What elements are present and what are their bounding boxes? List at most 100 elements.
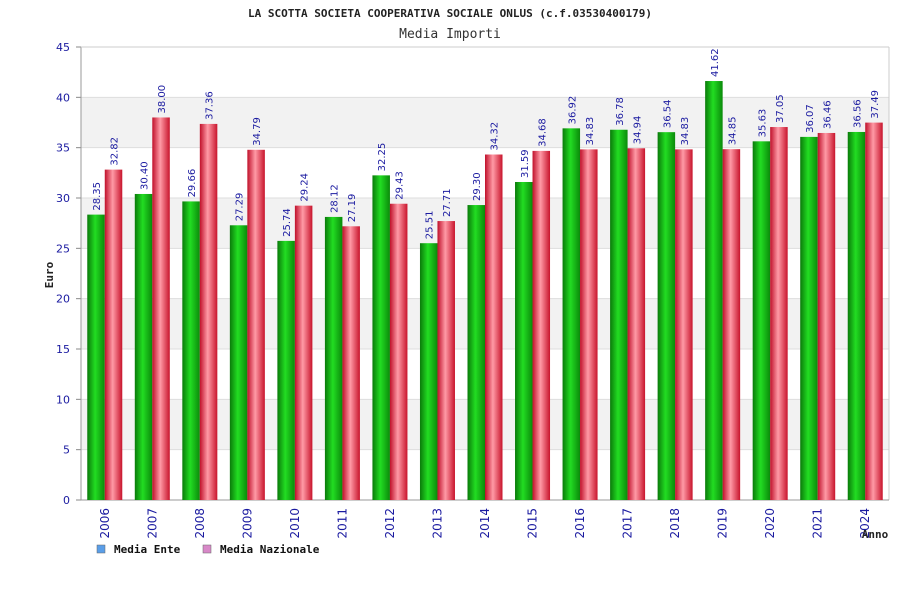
data-label-media-ente-2011: 28.12 xyxy=(330,184,341,213)
bar-media-ente-2019 xyxy=(705,81,723,500)
data-label-media-nazionale-2017: 34.94 xyxy=(632,116,643,145)
bar-media-ente-2024 xyxy=(847,131,866,501)
data-label-media-nazionale-2021: 36.46 xyxy=(822,100,833,129)
bar-media-ente-2020 xyxy=(752,141,771,501)
data-label-media-nazionale-2018: 34.83 xyxy=(680,117,691,146)
x-tick-label-2006: 2006 xyxy=(98,508,112,539)
x-tick-label-2017: 2017 xyxy=(621,508,635,539)
legend-swatch-media-ente xyxy=(96,544,106,554)
x-tick-label-2015: 2015 xyxy=(526,508,540,539)
data-label-media-nazionale-2013: 27.71 xyxy=(442,188,453,217)
y-tick-label: 35 xyxy=(56,142,70,155)
legend-label-media-ente: Media Ente xyxy=(114,543,181,556)
x-axis-label: Anno xyxy=(862,528,889,541)
bar-media-ente-2018 xyxy=(657,132,676,500)
data-label-media-nazionale-2011: 27.19 xyxy=(347,194,358,223)
y-tick-label: 5 xyxy=(63,444,70,457)
bar-media-nazionale-2017 xyxy=(627,148,646,500)
data-label-media-nazionale-2019: 34.85 xyxy=(727,117,738,146)
y-tick-label: 0 xyxy=(63,494,70,507)
bar-media-nazionale-2009 xyxy=(247,149,265,500)
data-label-media-nazionale-2015: 34.68 xyxy=(537,118,548,147)
legend-swatch-media-nazionale xyxy=(202,544,212,554)
chart-title: LA SCOTTA SOCIETA COOPERATIVA SOCIALE ON… xyxy=(248,7,652,20)
y-tick-label: 20 xyxy=(56,293,70,306)
bar-media-nazionale-2016 xyxy=(580,149,598,501)
x-tick-label-2011: 2011 xyxy=(335,508,349,539)
bar-media-nazionale-2008 xyxy=(199,123,218,500)
bar-media-ente-2015 xyxy=(515,181,533,500)
bar-media-ente-2011 xyxy=(324,216,343,500)
bar-media-ente-2021 xyxy=(800,136,818,501)
bar-media-ente-2009 xyxy=(229,225,248,500)
bar-media-nazionale-2019 xyxy=(722,149,741,500)
data-label-media-nazionale-2012: 29.43 xyxy=(395,171,406,200)
data-label-media-ente-2008: 29.66 xyxy=(187,169,198,198)
data-label-media-ente-2012: 32.25 xyxy=(377,143,388,172)
x-tick-label-2018: 2018 xyxy=(668,508,682,539)
data-label-media-ente-2009: 27.29 xyxy=(235,193,246,222)
x-tick-label-2013: 2013 xyxy=(430,508,444,539)
data-label-media-ente-2016: 36.92 xyxy=(567,96,578,125)
data-label-media-nazionale-2020: 37.05 xyxy=(775,94,786,123)
data-label-media-ente-2021: 36.07 xyxy=(805,104,816,133)
y-tick-label: 30 xyxy=(56,192,70,205)
y-tick-label: 40 xyxy=(56,91,70,104)
x-tick-label-2020: 2020 xyxy=(763,508,777,539)
bar-media-nazionale-2011 xyxy=(342,226,360,500)
data-label-media-nazionale-2006: 32.82 xyxy=(110,137,121,166)
bar-media-nazionale-2013 xyxy=(437,221,455,500)
bar-media-nazionale-2018 xyxy=(675,149,693,501)
y-tick-label: 25 xyxy=(56,242,70,255)
y-tick-label: 45 xyxy=(56,41,70,54)
plot-area: 0 5 10 15 20 25 30 35 40 45 28.35 32.82 2006 30.40 38.… xyxy=(56,41,890,539)
bar-media-nazionale-2007 xyxy=(152,117,170,500)
bar-media-ente-2007 xyxy=(134,193,153,500)
y-tick-label: 15 xyxy=(56,343,70,356)
bar-media-ente-2014 xyxy=(467,205,485,500)
data-label-media-ente-2015: 31.59 xyxy=(520,149,531,178)
data-label-media-ente-2010: 25.74 xyxy=(282,208,293,237)
data-label-media-nazionale-2010: 29.24 xyxy=(300,173,311,202)
bar-media-ente-2006 xyxy=(87,214,105,501)
bar-media-nazionale-2014 xyxy=(485,154,503,500)
x-tick-label-2016: 2016 xyxy=(573,508,587,539)
bar-media-nazionale-2012 xyxy=(389,203,408,500)
bar-media-ente-2013 xyxy=(419,243,438,500)
x-tick-label-2024: 2024 xyxy=(858,508,872,539)
data-label-media-ente-2014: 29.30 xyxy=(472,172,483,201)
bar-media-ente-2016 xyxy=(562,128,581,500)
x-tick-label-2019: 2019 xyxy=(716,508,730,539)
x-tick-label-2008: 2008 xyxy=(193,508,207,539)
bar-media-ente-2012 xyxy=(372,175,390,500)
data-label-media-nazionale-2008: 37.36 xyxy=(205,91,216,120)
data-label-media-ente-2019: 41.62 xyxy=(710,48,721,77)
data-label-media-nazionale-2007: 38.00 xyxy=(157,85,168,114)
bar-media-ente-2010 xyxy=(277,240,295,500)
legend: Media Ente Media Nazionale xyxy=(96,543,320,556)
data-label-media-ente-2024: 36.56 xyxy=(852,99,863,128)
y-axis-label: Euro xyxy=(43,261,56,288)
bar-media-nazionale-2020 xyxy=(770,127,788,500)
data-label-media-nazionale-2024: 37.49 xyxy=(870,90,881,119)
x-tick-label-2014: 2014 xyxy=(478,508,492,539)
chart-subtitle: Media Importi xyxy=(399,27,501,42)
data-label-media-nazionale-2009: 34.79 xyxy=(252,117,263,146)
bar-media-nazionale-2006 xyxy=(104,169,123,500)
bar-media-nazionale-2015 xyxy=(532,150,551,500)
bar-media-nazionale-2024 xyxy=(865,122,883,500)
x-tick-label-2009: 2009 xyxy=(240,508,254,539)
bar-media-nazionale-2010 xyxy=(294,205,313,500)
data-label-media-ente-2006: 28.35 xyxy=(92,182,103,211)
bar-media-ente-2008 xyxy=(182,201,200,500)
data-label-media-ente-2018: 36.54 xyxy=(662,100,673,129)
data-label-media-nazionale-2016: 34.83 xyxy=(585,117,596,146)
data-label-media-ente-2020: 35.63 xyxy=(757,109,768,138)
x-tick-label-2010: 2010 xyxy=(288,508,302,539)
x-tick-label-2007: 2007 xyxy=(145,508,159,539)
y-tick-label: 10 xyxy=(56,393,70,406)
bar-media-ente-2017 xyxy=(610,129,628,501)
data-label-media-nazionale-2014: 34.32 xyxy=(490,122,501,151)
data-label-media-ente-2013: 25.51 xyxy=(425,211,436,240)
